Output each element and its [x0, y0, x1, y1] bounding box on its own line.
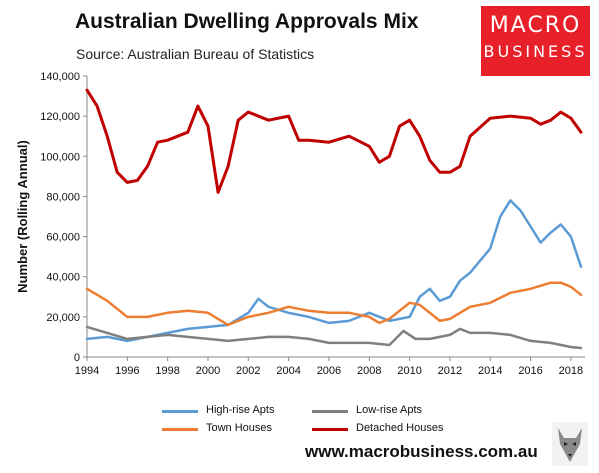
series-line-high-rise-apts — [85, 199, 583, 343]
x-tick-label: 2008 — [357, 365, 381, 377]
y-tick-label: 100,000 — [40, 151, 80, 163]
y-tick-label: 120,000 — [40, 111, 80, 123]
x-tick-label: 1996 — [115, 365, 139, 377]
y-tick-label: 0 — [74, 352, 80, 364]
x-tick-label: 2012 — [438, 365, 462, 377]
y-tick-label: 140,000 — [40, 71, 80, 83]
chart-legend: High-rise Apts Low-rise Apts Town Houses… — [150, 398, 500, 438]
legend-swatch — [162, 428, 198, 431]
x-tick-label: 2004 — [276, 365, 300, 377]
website-url: www.macrobusiness.com.au — [305, 442, 538, 461]
legend-label: Low-rise Apts — [356, 404, 423, 416]
y-tick-label: 60,000 — [46, 232, 80, 244]
series-line-low-rise-apts — [85, 325, 583, 350]
wolf-mascot-icon — [552, 422, 588, 466]
legend-label: Detached Houses — [356, 422, 444, 434]
x-tick-label: 2016 — [518, 365, 542, 377]
y-tick-label: 20,000 — [46, 312, 80, 324]
chart-subtitle: Source: Australian Bureau of Statistics — [76, 46, 315, 62]
x-tick-label: 1998 — [155, 365, 179, 377]
y-axis-label: Number (Rolling Annual) — [15, 140, 30, 293]
series-line-detached-houses — [85, 88, 583, 194]
x-tick-label: 2002 — [236, 365, 260, 377]
logo-line-2: BUSINESS — [483, 42, 588, 61]
legend-label: High-rise Apts — [206, 404, 275, 416]
brand-logo: MACRO BUSINESS — [481, 6, 590, 76]
logo-line-1: MACRO — [489, 13, 582, 38]
legend-swatch — [312, 428, 348, 431]
legend-label: Town Houses — [206, 422, 273, 434]
x-tick-label: 2010 — [397, 365, 421, 377]
x-tick-label: 2014 — [478, 365, 502, 377]
y-tick-label: 40,000 — [46, 272, 80, 284]
legend-swatch — [162, 410, 198, 413]
x-tick-label: 1994 — [75, 365, 99, 377]
chart-title: Australian Dwelling Approvals Mix — [75, 10, 419, 33]
legend-swatch — [312, 410, 348, 413]
x-tick-label: 2000 — [196, 365, 220, 377]
series-line-town-houses — [85, 281, 583, 327]
y-tick-label: 80,000 — [46, 191, 80, 203]
x-tick-label: 2006 — [317, 365, 341, 377]
x-tick-label: 2018 — [559, 365, 583, 377]
